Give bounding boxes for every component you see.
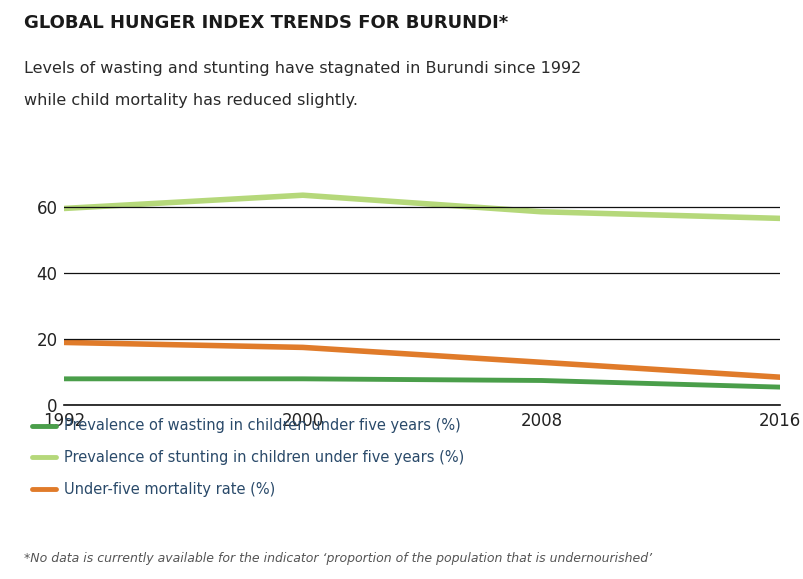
Text: Prevalence of wasting in children under five years (%): Prevalence of wasting in children under … [64,418,460,433]
Text: Prevalence of stunting in children under five years (%): Prevalence of stunting in children under… [64,450,464,465]
Text: GLOBAL HUNGER INDEX TRENDS FOR BURUNDI*: GLOBAL HUNGER INDEX TRENDS FOR BURUNDI* [24,14,507,32]
Text: Levels of wasting and stunting have stagnated in Burundi since 1992: Levels of wasting and stunting have stag… [24,61,581,76]
Text: Under-five mortality rate (%): Under-five mortality rate (%) [64,482,275,497]
Text: while child mortality has reduced slightly.: while child mortality has reduced slight… [24,93,357,108]
Text: *No data is currently available for the indicator ‘proportion of the population : *No data is currently available for the … [24,552,651,565]
